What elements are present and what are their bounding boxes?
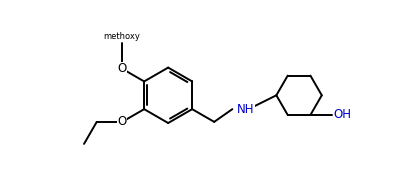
Text: O: O <box>117 115 127 128</box>
Text: OH: OH <box>334 108 352 121</box>
Text: NH: NH <box>237 103 255 116</box>
Text: methoxy: methoxy <box>104 32 141 41</box>
Text: O: O <box>117 62 127 75</box>
